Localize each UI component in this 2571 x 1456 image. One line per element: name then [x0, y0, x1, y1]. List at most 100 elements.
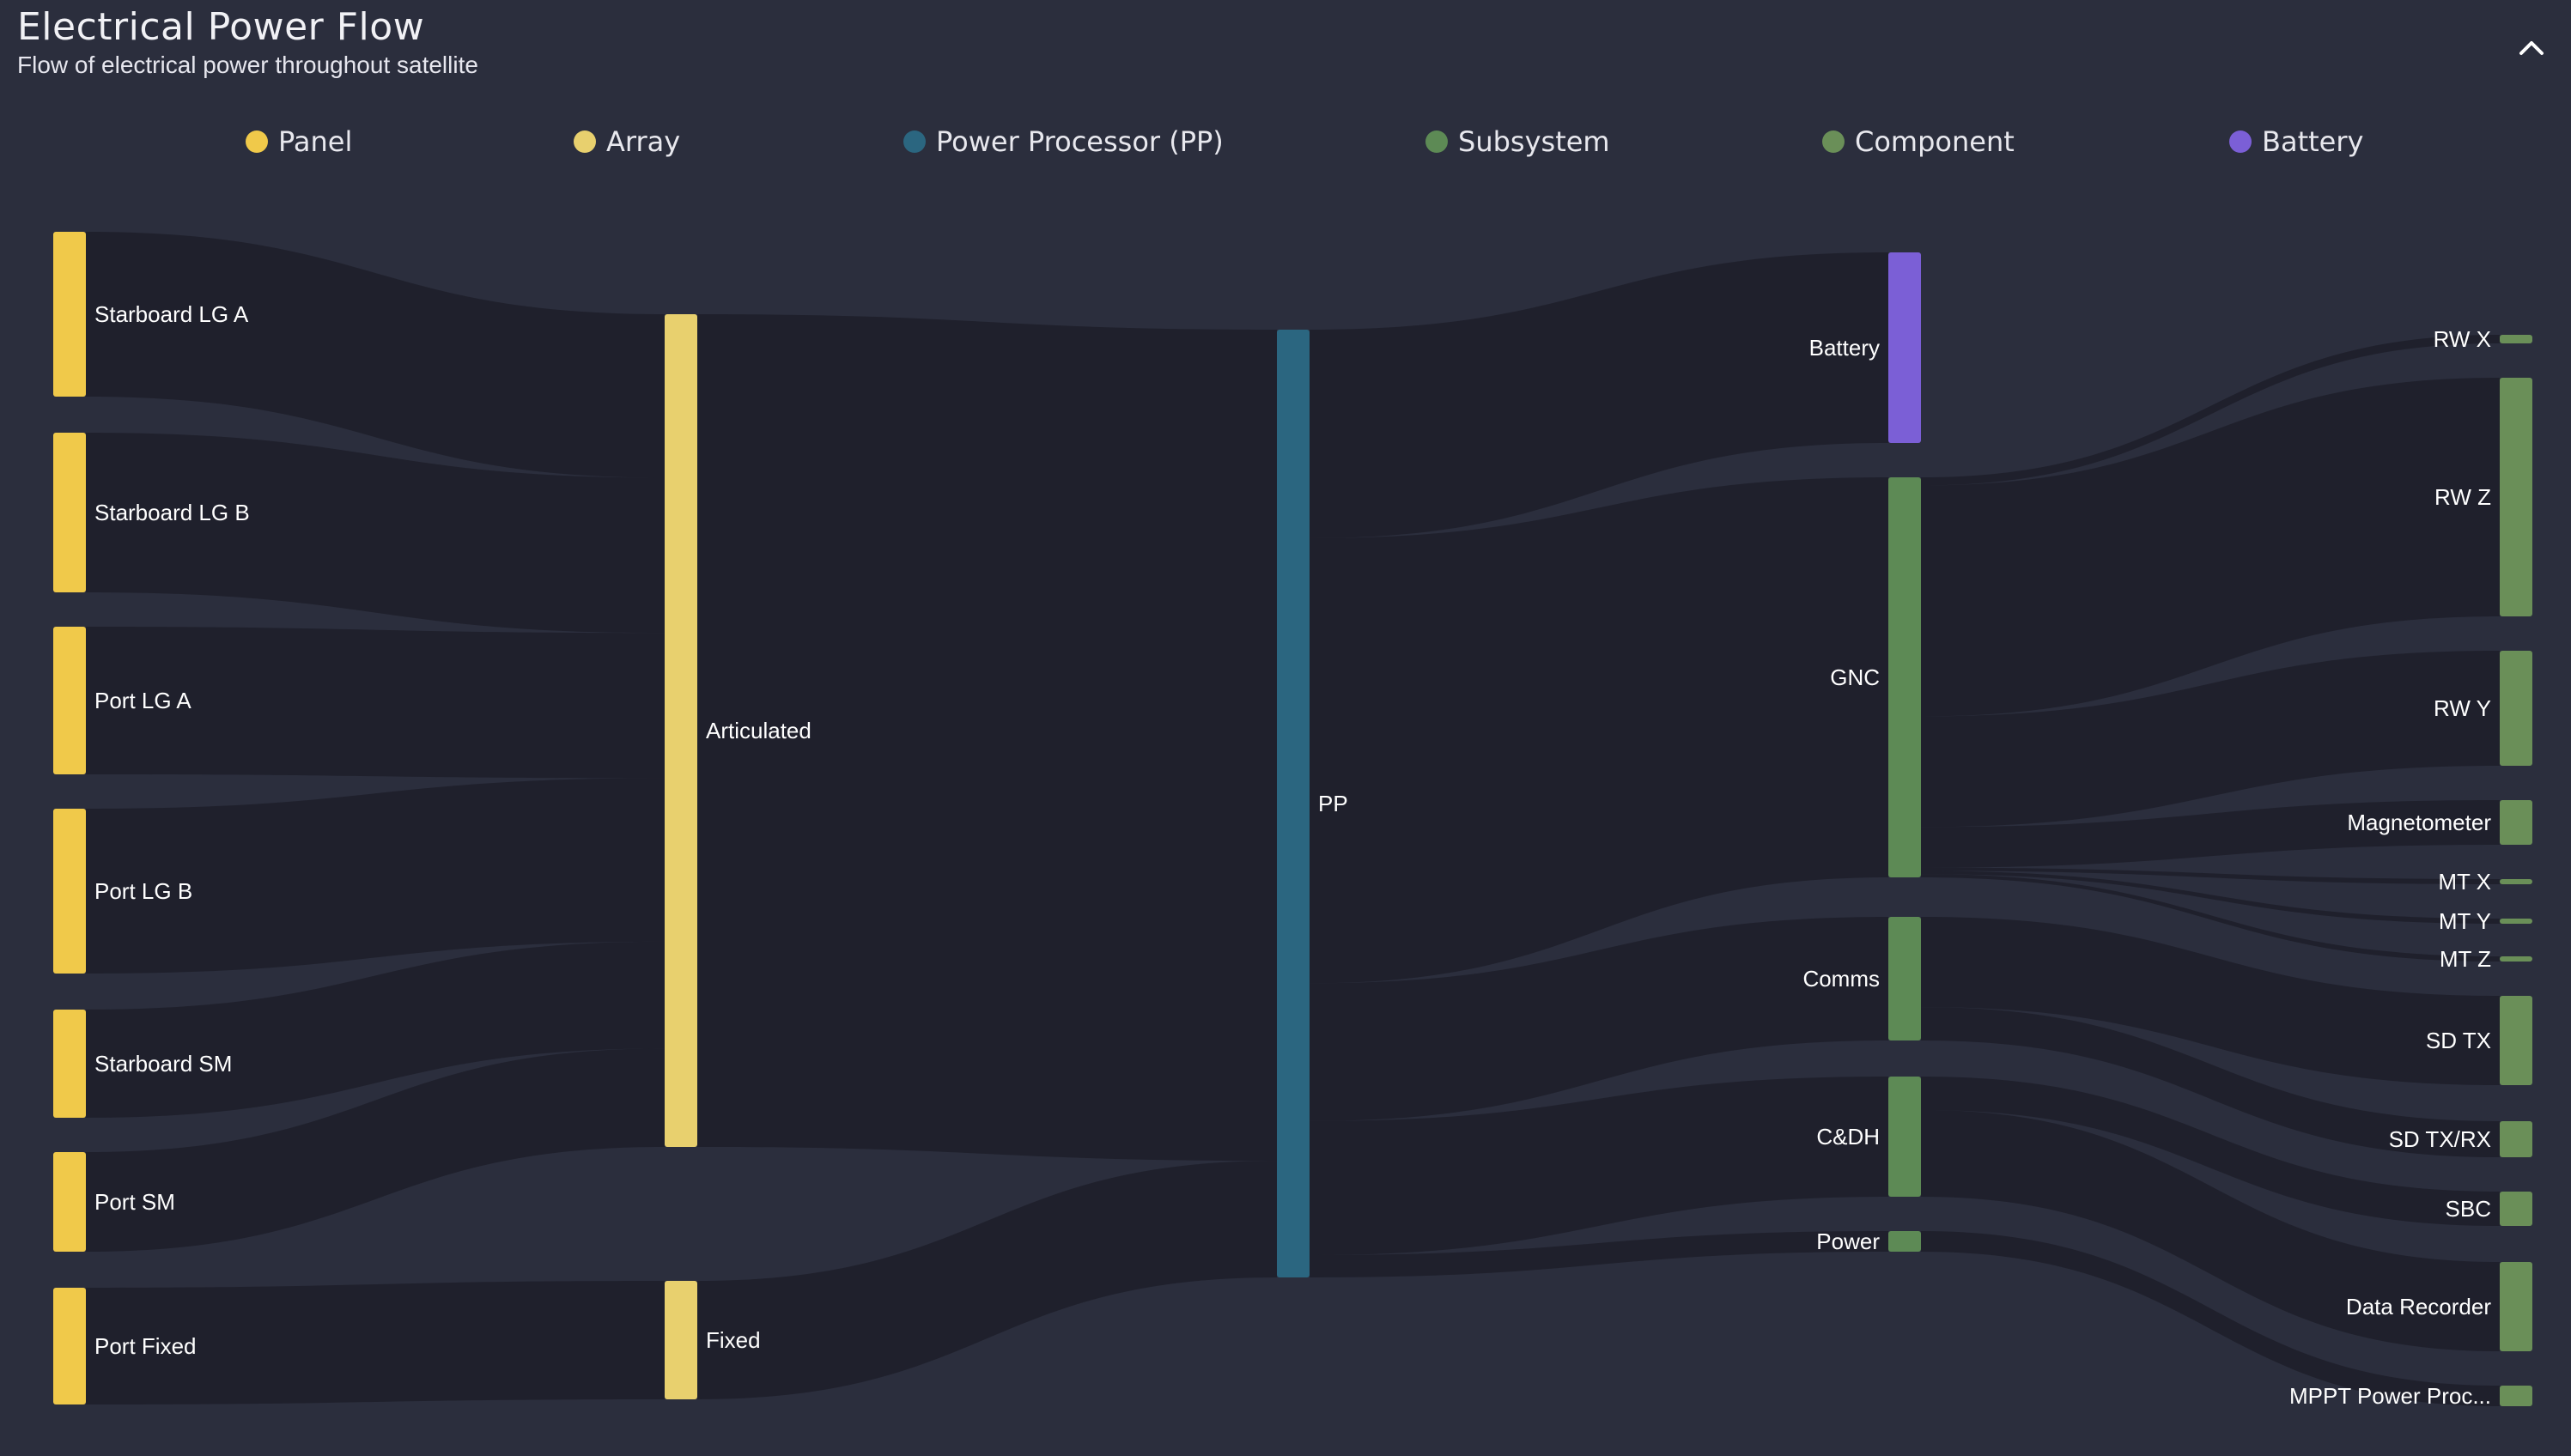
sankey-node-magnetometer[interactable] — [2500, 800, 2532, 845]
page-subtitle: Flow of electrical power throughout sate… — [17, 52, 478, 78]
sankey-link-gnc-rw_z[interactable] — [1921, 378, 2500, 717]
sankey-node-mt_x[interactable] — [2500, 879, 2532, 884]
sankey-node-fixed[interactable] — [665, 1281, 697, 1399]
legend-dot-icon — [1425, 130, 1448, 153]
sankey-link-gnc-rw_y[interactable] — [1921, 651, 2500, 828]
sankey-label-rw_z: RW Z — [2434, 484, 2491, 510]
sankey-node-port_lg_a[interactable] — [53, 627, 86, 774]
sankey-label-mt_y: MT Y — [2439, 908, 2491, 934]
sankey-label-articulated: Articulated — [706, 718, 811, 743]
sankey-link-cdh-data_recorder[interactable] — [1921, 1109, 2500, 1351]
chevron-up-icon[interactable] — [2513, 29, 2550, 67]
sankey-link-pp-comms[interactable] — [1310, 917, 1888, 1121]
sankey-link-gnc-mt_x[interactable] — [1921, 867, 2500, 884]
sankey-label-comms: Comms — [1802, 966, 1880, 992]
sankey-node-sbc[interactable] — [2500, 1192, 2532, 1226]
sankey-link-comms-sd_tx[interactable] — [1921, 917, 2500, 1085]
legend-label: Subsystem — [1458, 125, 1610, 158]
sankey-node-rw_x[interactable] — [2500, 335, 2532, 343]
sankey-node-mppt[interactable] — [2500, 1386, 2532, 1406]
sankey-node-gnc[interactable] — [1888, 477, 1921, 877]
sankey-label-cdh: C&DH — [1816, 1124, 1880, 1150]
legend-dot-icon — [2229, 130, 2252, 153]
sankey-node-port_fixed[interactable] — [53, 1288, 86, 1404]
sankey-label-starboard_lg_a: Starboard LG A — [94, 301, 249, 327]
sankey-node-cdh[interactable] — [1888, 1077, 1921, 1197]
sankey-label-port_lg_a: Port LG A — [94, 688, 191, 713]
sankey-node-sd_txrx[interactable] — [2500, 1121, 2532, 1157]
sankey-label-mt_x: MT X — [2438, 869, 2491, 895]
sankey-label-rw_x: RW X — [2434, 326, 2491, 352]
sankey-node-starboard_sm[interactable] — [53, 1010, 86, 1118]
sankey-link-power-mppt[interactable] — [1921, 1231, 2500, 1406]
sankey-link-port_sm-articulated[interactable] — [86, 1048, 665, 1252]
sankey-node-sd_tx[interactable] — [2500, 996, 2532, 1085]
sankey-node-port_lg_b[interactable] — [53, 809, 86, 974]
sankey-node-articulated[interactable] — [665, 314, 697, 1147]
sankey-node-starboard_lg_b[interactable] — [53, 433, 86, 592]
sankey-node-mt_z[interactable] — [2500, 956, 2532, 962]
sankey-link-cdh-sbc[interactable] — [1921, 1077, 2500, 1226]
sankey-link-pp-cdh[interactable] — [1310, 1077, 1888, 1255]
sankey-node-data_recorder[interactable] — [2500, 1262, 2532, 1351]
legend-label: Array — [606, 125, 681, 158]
sankey-label-sbc: SBC — [2446, 1196, 2491, 1222]
sankey-link-starboard_sm-articulated[interactable] — [86, 941, 665, 1118]
sankey-label-port_lg_b: Port LG B — [94, 878, 192, 904]
sankey-node-mt_y[interactable] — [2500, 919, 2532, 924]
legend-item-array[interactable]: Array — [574, 120, 680, 163]
sankey-link-gnc-rw_x[interactable] — [1921, 335, 2500, 486]
sankey-link-pp-battery[interactable] — [1310, 252, 1888, 538]
legend-dot-icon — [1822, 130, 1845, 153]
sankey-node-battery[interactable] — [1888, 252, 1921, 443]
legend-label: Component — [1855, 125, 2015, 158]
sankey-node-starboard_lg_a[interactable] — [53, 232, 86, 397]
legend-item-power-processor[interactable]: Power Processor (PP) — [903, 120, 1224, 163]
legend: Panel Array Power Processor (PP) Subsyst… — [0, 120, 2571, 163]
sankey-link-fixed-pp[interactable] — [697, 1161, 1277, 1399]
sankey-label-battery: Battery — [1809, 335, 1880, 361]
sankey-link-starboard_lg_b-articulated[interactable] — [86, 433, 665, 634]
sankey-label-mppt: MPPT Power Proc... — [2289, 1383, 2491, 1409]
sankey-node-comms[interactable] — [1888, 917, 1921, 1040]
sankey-link-starboard_lg_a-articulated[interactable] — [86, 232, 665, 478]
legend-item-panel[interactable]: Panel — [246, 120, 352, 163]
sankey-link-gnc-mt_y[interactable] — [1921, 871, 2500, 924]
legend-dot-icon — [246, 130, 268, 153]
sankey-label-sd_txrx: SD TX/RX — [2389, 1126, 2491, 1152]
sankey-label-rw_y: RW Y — [2434, 695, 2491, 721]
sankey-label-sd_tx: SD TX — [2426, 1028, 2491, 1053]
sankey-label-port_sm: Port SM — [94, 1189, 175, 1215]
sankey-link-pp-gnc[interactable] — [1310, 477, 1888, 984]
sankey-label-port_fixed: Port Fixed — [94, 1333, 197, 1359]
sankey-label-pp: PP — [1318, 791, 1348, 816]
page-title: Electrical Power Flow — [17, 5, 425, 49]
sankey-link-gnc-mt_z[interactable] — [1921, 874, 2500, 962]
sankey-label-fixed: Fixed — [706, 1327, 761, 1353]
sankey-label-starboard_sm: Starboard SM — [94, 1051, 232, 1077]
sankey-label-data_recorder: Data Recorder — [2346, 1294, 2491, 1320]
sankey-node-port_sm[interactable] — [53, 1152, 86, 1252]
legend-label: Battery — [2262, 125, 2364, 158]
sankey-label-power: Power — [1816, 1228, 1880, 1254]
sankey-node-pp[interactable] — [1277, 330, 1310, 1277]
sankey-link-port_lg_b-articulated[interactable] — [86, 778, 665, 974]
sankey-link-comms-sd_txrx[interactable] — [1921, 1007, 2500, 1157]
sankey-link-port_lg_a-articulated[interactable] — [86, 627, 665, 779]
sankey-label-mt_z: MT Z — [2440, 946, 2491, 972]
sankey-link-gnc-magnetometer[interactable] — [1921, 800, 2500, 868]
sankey-node-rw_y[interactable] — [2500, 651, 2532, 766]
sankey-node-power[interactable] — [1888, 1231, 1921, 1252]
legend-label: Power Processor (PP) — [936, 125, 1224, 158]
legend-item-subsystem[interactable]: Subsystem — [1425, 120, 1610, 163]
sankey-label-starboard_lg_b: Starboard LG B — [94, 500, 250, 525]
legend-label: Panel — [278, 125, 353, 158]
sankey-link-port_fixed-fixed[interactable] — [86, 1281, 665, 1404]
legend-item-battery[interactable]: Battery — [2229, 120, 2363, 163]
sankey-link-articulated-pp[interactable] — [697, 314, 1277, 1162]
legend-dot-icon — [903, 130, 926, 153]
legend-item-component[interactable]: Component — [1822, 120, 2015, 163]
sankey-node-rw_z[interactable] — [2500, 378, 2532, 616]
sankey-link-pp-power[interactable] — [1310, 1231, 1888, 1277]
